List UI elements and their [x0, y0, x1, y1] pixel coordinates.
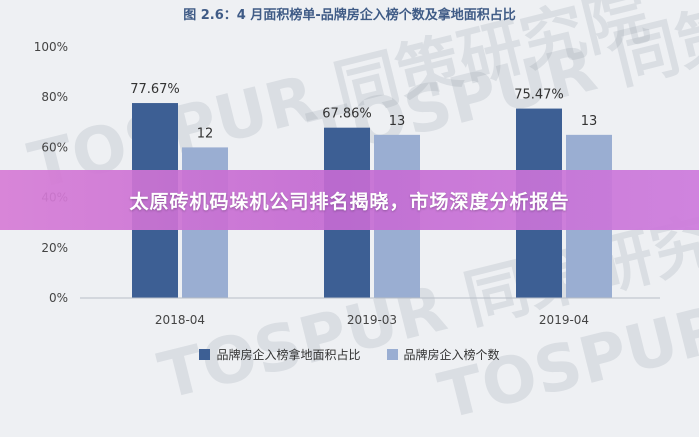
x-tick-label: 2019-03 — [347, 313, 397, 327]
y-tick-label: 20% — [41, 241, 68, 255]
data-label: 67.86% — [322, 107, 372, 122]
y-ticks: 100%80%60%40%20%0% — [34, 40, 68, 305]
x-tick-label: 2018-04 — [155, 313, 205, 327]
y-tick-label: 100% — [34, 40, 68, 54]
x-tick-label: 2019-04 — [539, 313, 589, 327]
y-tick-label: 60% — [41, 140, 68, 154]
legend-swatch-series1 — [199, 349, 211, 360]
data-label: 77.67% — [130, 82, 180, 97]
data-label: 13 — [389, 114, 406, 129]
legend-label-series2: 品牌房企入榜个数 — [403, 348, 500, 362]
legend-item-series1: 品牌房企入榜拿地面积占比 — [199, 346, 361, 363]
headline-banner: 太原砖机码垛机公司排名揭晓，市场深度分析报告 — [0, 170, 699, 230]
y-tick-label: 80% — [41, 90, 68, 104]
data-label: 12 — [197, 126, 214, 141]
headline-text: 太原砖机码垛机公司排名揭晓，市场深度分析报告 — [129, 190, 570, 213]
bar-labels: 77.67% 12 67.86% 13 75.47% 13 — [130, 82, 597, 141]
legend-swatch-series2 — [386, 349, 398, 360]
legend: 品牌房企入榜拿地面积占比 品牌房企入榜个数 — [0, 346, 699, 363]
data-label: 75.47% — [514, 88, 564, 103]
chart-title: 图 2.6：4 月面积榜单-品牌房企入榜个数及拿地面积占比 — [183, 8, 516, 23]
x-ticks: 2018-04 2019-03 2019-04 — [155, 313, 589, 327]
y-tick-label: 0% — [49, 291, 68, 305]
legend-item-series2: 品牌房企入榜个数 — [386, 346, 500, 363]
legend-label-series1: 品牌房企入榜拿地面积占比 — [216, 348, 361, 362]
data-label: 13 — [581, 114, 598, 129]
